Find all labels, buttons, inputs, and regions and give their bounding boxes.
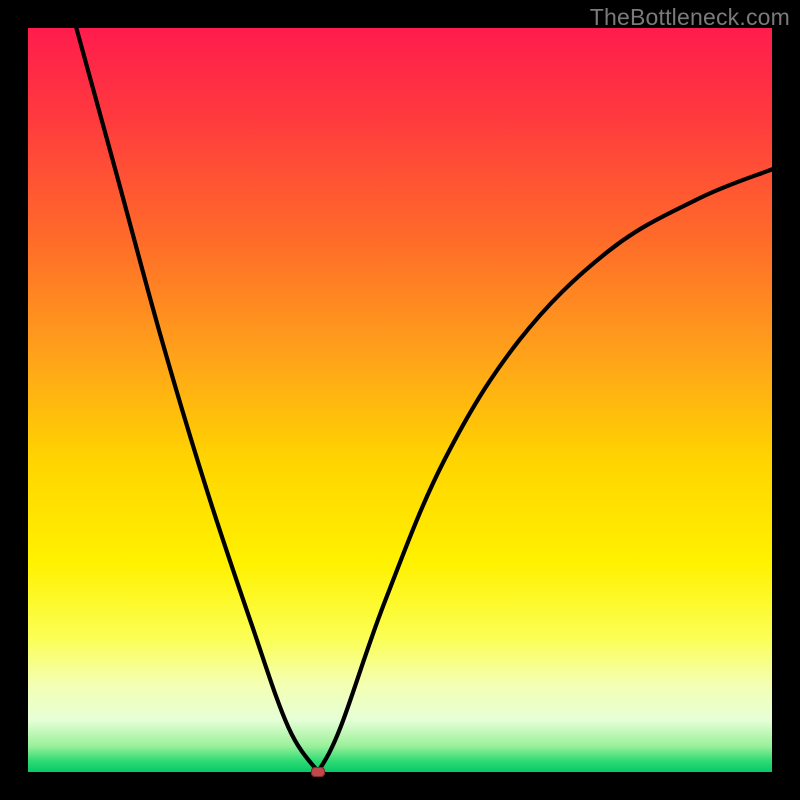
curve-layer <box>28 28 772 772</box>
plot-area <box>28 28 772 772</box>
optimum-marker <box>311 767 325 777</box>
chart-frame: TheBottleneck.com <box>0 0 800 800</box>
watermark-text: TheBottleneck.com <box>590 4 790 31</box>
